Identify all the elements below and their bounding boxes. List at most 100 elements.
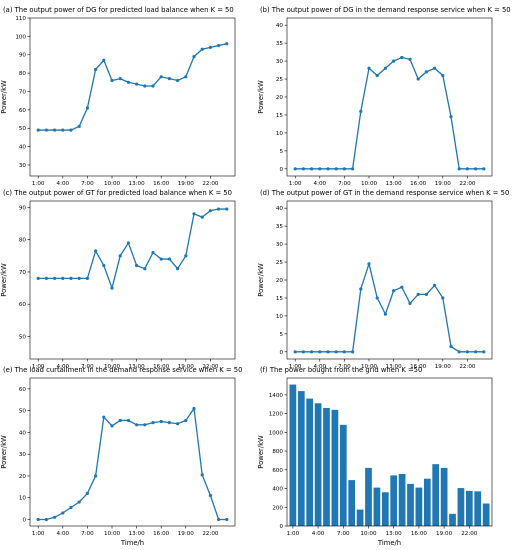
data-point — [465, 350, 469, 354]
data-point — [310, 167, 314, 171]
data-point — [392, 289, 396, 293]
data-point — [69, 276, 73, 280]
x-tick-label: 22:00 — [202, 181, 219, 187]
data-point — [53, 276, 57, 280]
y-tick-label: 5 — [279, 149, 283, 155]
x-tick-label: 1:00 — [287, 531, 300, 537]
data-point — [208, 493, 212, 498]
chart-title: (c) The output power of GT for predicted… — [3, 189, 232, 197]
data-point — [342, 167, 346, 171]
data-point — [44, 517, 49, 522]
data-point — [482, 350, 486, 354]
data-point — [110, 78, 114, 83]
bar — [474, 491, 482, 526]
bar — [373, 487, 381, 526]
data-point — [44, 276, 49, 280]
x-tick-label: 4:00 — [314, 181, 327, 187]
bar — [457, 488, 465, 526]
data-point — [359, 287, 363, 291]
data-point — [102, 415, 106, 419]
panel-d: (d) The output power of GT in the demand… — [257, 189, 509, 370]
x-tick-label: 13:00 — [129, 181, 146, 187]
data-point — [192, 406, 196, 411]
data-point — [77, 124, 81, 128]
x-tick-label: 13:00 — [386, 364, 403, 370]
data-point — [118, 254, 122, 258]
x-tick-label: 4:00 — [57, 531, 70, 537]
data-point — [61, 276, 65, 280]
data-point — [69, 505, 73, 510]
y-tick-label: 30 — [276, 59, 284, 65]
y-tick-label: 30 — [19, 163, 27, 169]
x-tick-label: 7:00 — [338, 364, 351, 370]
data-point — [151, 421, 155, 425]
data-point — [69, 128, 73, 132]
y-tick-label: 70 — [19, 270, 27, 276]
x-tick-label: 19:00 — [178, 181, 195, 187]
plot-frame — [286, 200, 493, 360]
data-point — [53, 515, 57, 519]
bar — [306, 398, 314, 526]
bar — [348, 480, 356, 526]
x-tick-label: 4:00 — [57, 364, 70, 370]
x-tick-label: 22:00 — [202, 531, 219, 537]
y-tick-label: 600 — [272, 468, 283, 474]
data-point — [408, 57, 412, 61]
plot-frame — [286, 17, 493, 177]
y-tick-label: 60 — [19, 108, 27, 114]
x-tick-label: 7:00 — [338, 181, 351, 187]
bar — [432, 464, 440, 526]
data-point — [408, 301, 412, 305]
data-point — [143, 267, 147, 271]
data-point — [359, 109, 363, 113]
data-point — [318, 350, 322, 354]
data-point — [326, 167, 330, 171]
x-tick-label: 1:00 — [289, 364, 302, 370]
x-tick-label: 7:00 — [337, 531, 350, 537]
data-point — [85, 106, 89, 110]
data-point — [167, 77, 171, 81]
x-tick-label: 1:00 — [32, 364, 45, 370]
bar — [314, 403, 322, 526]
x-tick-label: 10:00 — [104, 181, 121, 187]
y-tick-label: 20 — [276, 278, 284, 284]
y-axis-label: Power/kW — [257, 80, 265, 114]
y-tick-label: 1000 — [269, 430, 284, 436]
data-point — [326, 350, 330, 354]
bar — [407, 483, 414, 526]
x-tick-label: 13:00 — [129, 531, 146, 537]
data-point — [334, 350, 338, 354]
data-point — [392, 59, 396, 63]
x-tick-label: 16:00 — [153, 364, 170, 370]
data-point — [192, 212, 196, 216]
y-tick-label: 10 — [19, 496, 27, 502]
data-point — [85, 491, 89, 495]
data-point — [301, 167, 305, 171]
plot-frame — [286, 377, 493, 527]
panel-f: (f) The power bought from the grid when … — [257, 366, 493, 547]
chart-title: (e) The load curtailment in the demand r… — [3, 366, 242, 374]
x-tick-label: 10:00 — [360, 531, 377, 537]
data-point — [135, 263, 139, 268]
data-point — [367, 262, 371, 266]
chart-title: (b) The output power of DG in the demand… — [260, 6, 511, 14]
data-point — [94, 67, 98, 72]
data-point — [159, 75, 163, 79]
x-tick-label: 16:00 — [153, 181, 170, 187]
data-point — [61, 511, 65, 515]
data-point — [457, 350, 461, 354]
y-axis-label: Power/kW — [257, 435, 265, 469]
data-point — [135, 82, 139, 86]
data-point — [441, 296, 445, 300]
x-tick-label: 16:00 — [411, 531, 428, 537]
y-tick-label: 40 — [276, 23, 284, 29]
data-point — [301, 350, 305, 354]
x-tick-label: 10:00 — [361, 181, 378, 187]
y-tick-label: 40 — [19, 145, 27, 151]
y-tick-label: 50 — [19, 126, 27, 132]
x-tick-label: 7:00 — [81, 181, 94, 187]
y-tick-label: 35 — [276, 41, 284, 47]
data-point — [135, 423, 139, 427]
series-line — [38, 406, 227, 521]
y-tick-label: 20 — [19, 474, 27, 480]
